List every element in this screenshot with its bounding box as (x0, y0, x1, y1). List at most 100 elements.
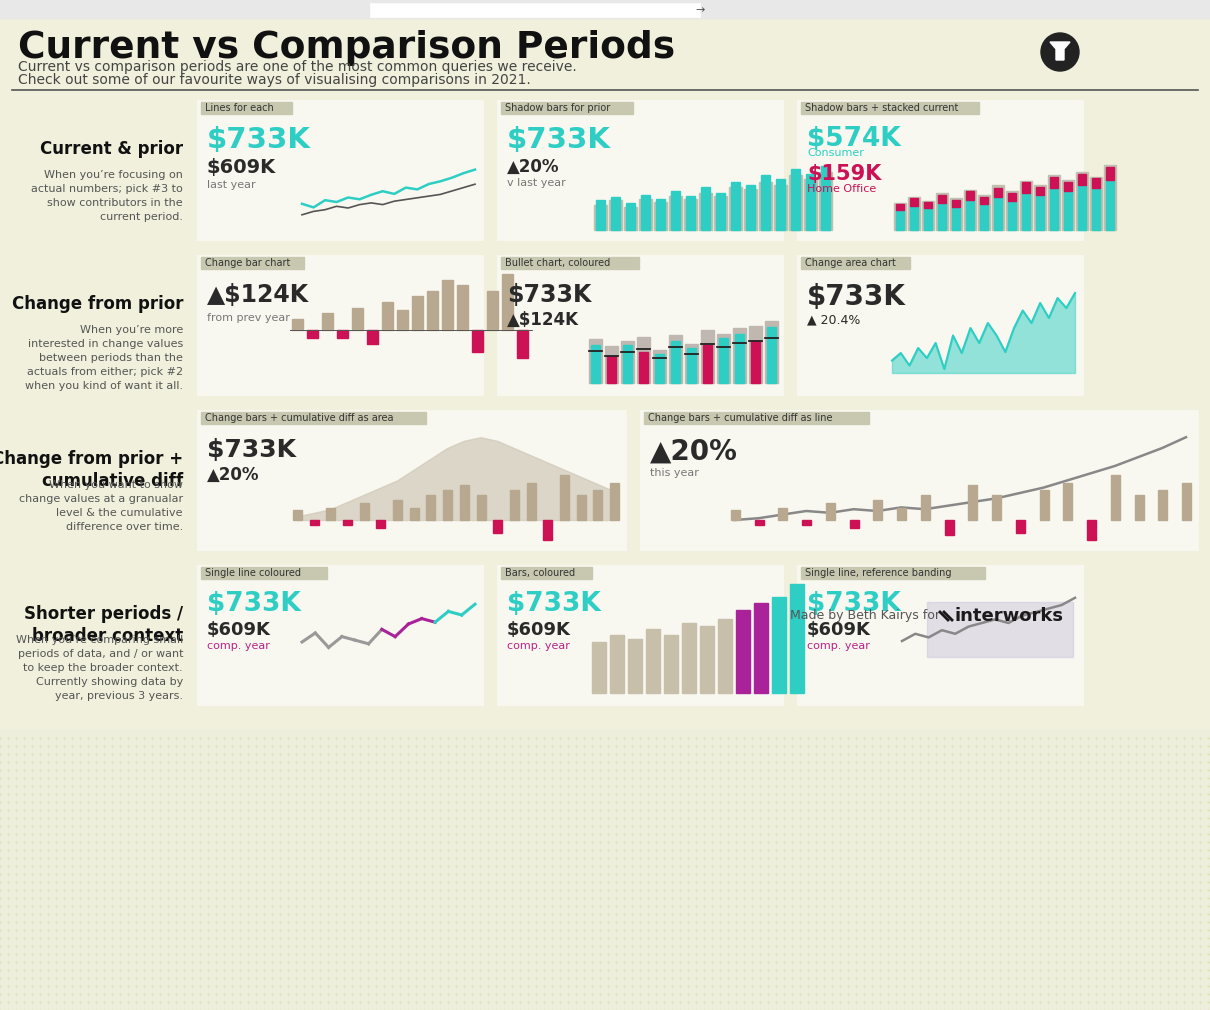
Bar (747, 185, 755, 230)
Text: $574K: $574K (807, 126, 900, 152)
Text: When you’re comparing small
periods of data, and / or want
to keep the broader c: When you’re comparing small periods of d… (16, 635, 183, 701)
Bar (686, 196, 695, 230)
Bar (733, 328, 747, 383)
Bar (1111, 475, 1119, 520)
Bar (669, 196, 682, 230)
Bar (716, 193, 725, 230)
Text: Change bars + cumulative diff as area: Change bars + cumulative diff as area (204, 413, 393, 423)
Bar (937, 193, 947, 230)
Bar (1048, 176, 1060, 230)
Bar (765, 321, 778, 383)
Bar (1016, 520, 1025, 532)
Bar (592, 641, 606, 693)
Bar (1036, 196, 1044, 230)
Bar (644, 412, 869, 424)
Bar (734, 334, 744, 383)
Text: ▲20%: ▲20% (650, 438, 738, 466)
Text: ▲$124K: ▲$124K (207, 283, 309, 307)
Bar (1090, 177, 1102, 230)
Bar (703, 344, 711, 383)
Bar (1020, 181, 1032, 230)
Bar (472, 330, 483, 352)
Bar (1039, 490, 1049, 520)
Polygon shape (1050, 42, 1070, 60)
Text: Single line, reference banding: Single line, reference banding (805, 568, 951, 578)
Bar (894, 203, 906, 230)
Bar (359, 503, 369, 520)
Bar (664, 635, 678, 693)
Text: Change bar chart: Change bar chart (204, 258, 290, 268)
Bar (1158, 490, 1168, 520)
Bar (731, 510, 741, 520)
Bar (719, 337, 728, 383)
Text: Home Office: Home Office (807, 184, 876, 194)
Bar (639, 351, 649, 383)
Text: $733K: $733K (507, 126, 611, 154)
Text: from prev year: from prev year (207, 313, 290, 323)
Text: Change from prior: Change from prior (12, 295, 183, 313)
Bar (945, 520, 953, 535)
Bar (382, 302, 393, 330)
Bar (755, 520, 764, 525)
Bar (641, 195, 650, 230)
Bar (623, 344, 632, 383)
Text: Lines for each: Lines for each (204, 103, 273, 113)
Bar (993, 197, 1002, 230)
Bar (1091, 188, 1100, 230)
Bar (526, 483, 536, 520)
Bar (1062, 180, 1074, 230)
Bar (1022, 193, 1030, 230)
Text: $733K: $733K (507, 591, 600, 617)
Text: Change area chart: Change area chart (805, 258, 895, 268)
Bar (397, 310, 408, 330)
Bar (701, 187, 710, 230)
Bar (0, 0, 1210, 18)
Bar (367, 330, 378, 344)
Bar (494, 520, 502, 532)
Bar (560, 475, 569, 520)
Bar (197, 565, 483, 705)
Bar (924, 208, 932, 230)
Bar (684, 199, 697, 230)
Bar (376, 520, 386, 527)
Bar (685, 344, 698, 383)
Bar (1064, 483, 1072, 520)
Bar (460, 485, 468, 520)
Text: $733K: $733K (207, 126, 311, 154)
Bar (197, 410, 626, 550)
Bar (292, 319, 302, 330)
Text: comp. year: comp. year (207, 641, 270, 651)
Bar (968, 485, 978, 520)
Bar (609, 200, 622, 230)
Bar (393, 500, 402, 520)
Bar (682, 622, 696, 693)
Bar (822, 166, 830, 230)
Text: $733K: $733K (807, 283, 906, 311)
Bar (589, 339, 603, 383)
Bar (1050, 178, 1058, 188)
Bar (797, 100, 1083, 240)
Bar (486, 291, 499, 330)
Bar (427, 291, 438, 330)
Bar (774, 185, 786, 230)
Bar (1008, 201, 1016, 230)
Bar (728, 187, 742, 230)
Text: Change from prior +
cumulative diff: Change from prior + cumulative diff (0, 450, 183, 490)
Text: Check out some of our favourite ways of visualising comparisons in 2021.: Check out some of our favourite ways of … (18, 73, 531, 87)
Bar (749, 326, 762, 383)
Text: Shadow bars + stacked current: Shadow bars + stacked current (805, 103, 958, 113)
Bar (605, 346, 618, 383)
Bar (593, 490, 603, 520)
Bar (577, 495, 586, 520)
Bar (980, 197, 989, 204)
Bar (501, 567, 592, 579)
Bar (964, 190, 976, 230)
Bar (744, 190, 757, 230)
Text: comp. year: comp. year (507, 641, 570, 651)
Bar (501, 257, 639, 269)
Text: Single line coloured: Single line coloured (204, 568, 301, 578)
Bar (1182, 483, 1191, 520)
Bar (1050, 188, 1058, 230)
Bar (344, 520, 352, 525)
Bar (410, 507, 419, 520)
